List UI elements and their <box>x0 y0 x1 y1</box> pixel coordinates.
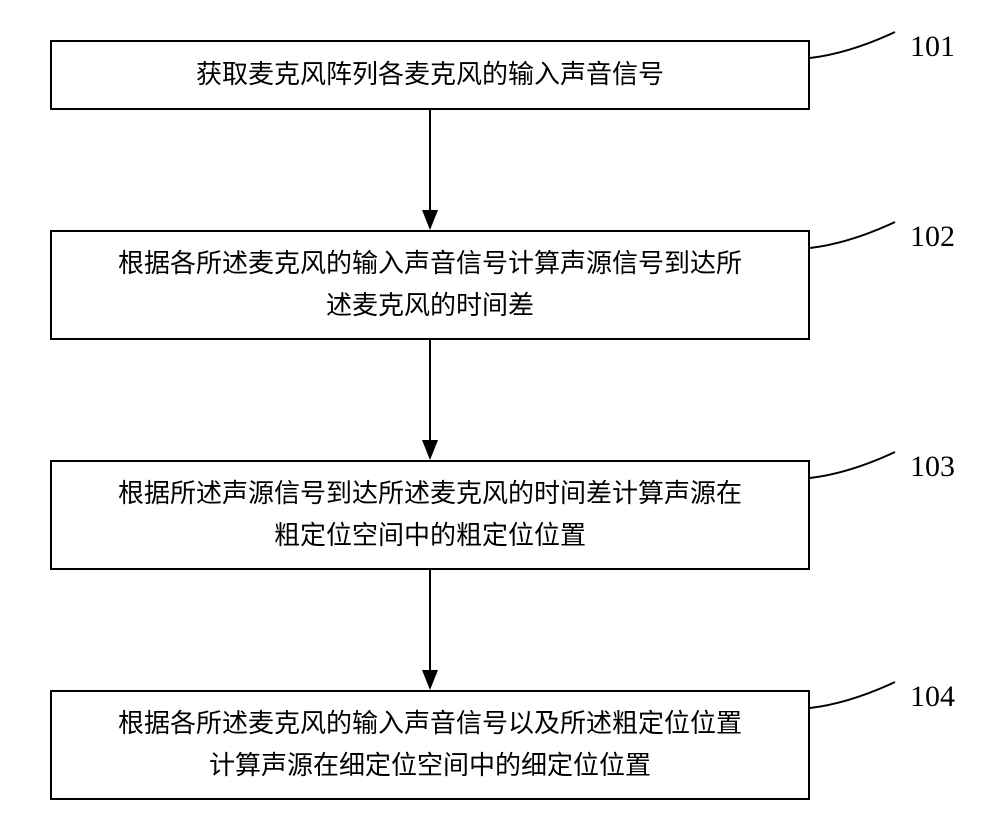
step-label-103: 103 <box>910 450 955 484</box>
flowchart-step-101: 获取麦克风阵列各麦克风的输入声音信号 <box>50 40 810 110</box>
step-text: 根据各所述麦克风的输入声音信号以及所述粗定位位置 计算声源在细定位空间中的细定位… <box>118 703 742 786</box>
step-label-104: 104 <box>910 680 955 714</box>
step-text: 获取麦克风阵列各麦克风的输入声音信号 <box>196 54 664 96</box>
step-label-102: 102 <box>910 220 955 254</box>
flowchart-step-103: 根据所述声源信号到达所述麦克风的时间差计算声源在 粗定位空间中的粗定位位置 <box>50 460 810 570</box>
step-label-101: 101 <box>910 30 955 64</box>
step-text: 根据各所述麦克风的输入声音信号计算声源信号到达所 述麦克风的时间差 <box>118 243 742 326</box>
flowchart-step-102: 根据各所述麦克风的输入声音信号计算声源信号到达所 述麦克风的时间差 <box>50 230 810 340</box>
step-text: 根据所述声源信号到达所述麦克风的时间差计算声源在 粗定位空间中的粗定位位置 <box>118 473 742 556</box>
leader-103 <box>810 452 895 478</box>
flowchart-step-104: 根据各所述麦克风的输入声音信号以及所述粗定位位置 计算声源在细定位空间中的细定位… <box>50 690 810 800</box>
leader-102 <box>810 222 895 248</box>
leader-101 <box>810 32 895 58</box>
leader-104 <box>810 682 895 708</box>
flowchart-canvas: 获取麦克风阵列各麦克风的输入声音信号 101 根据各所述麦克风的输入声音信号计算… <box>0 0 1000 820</box>
